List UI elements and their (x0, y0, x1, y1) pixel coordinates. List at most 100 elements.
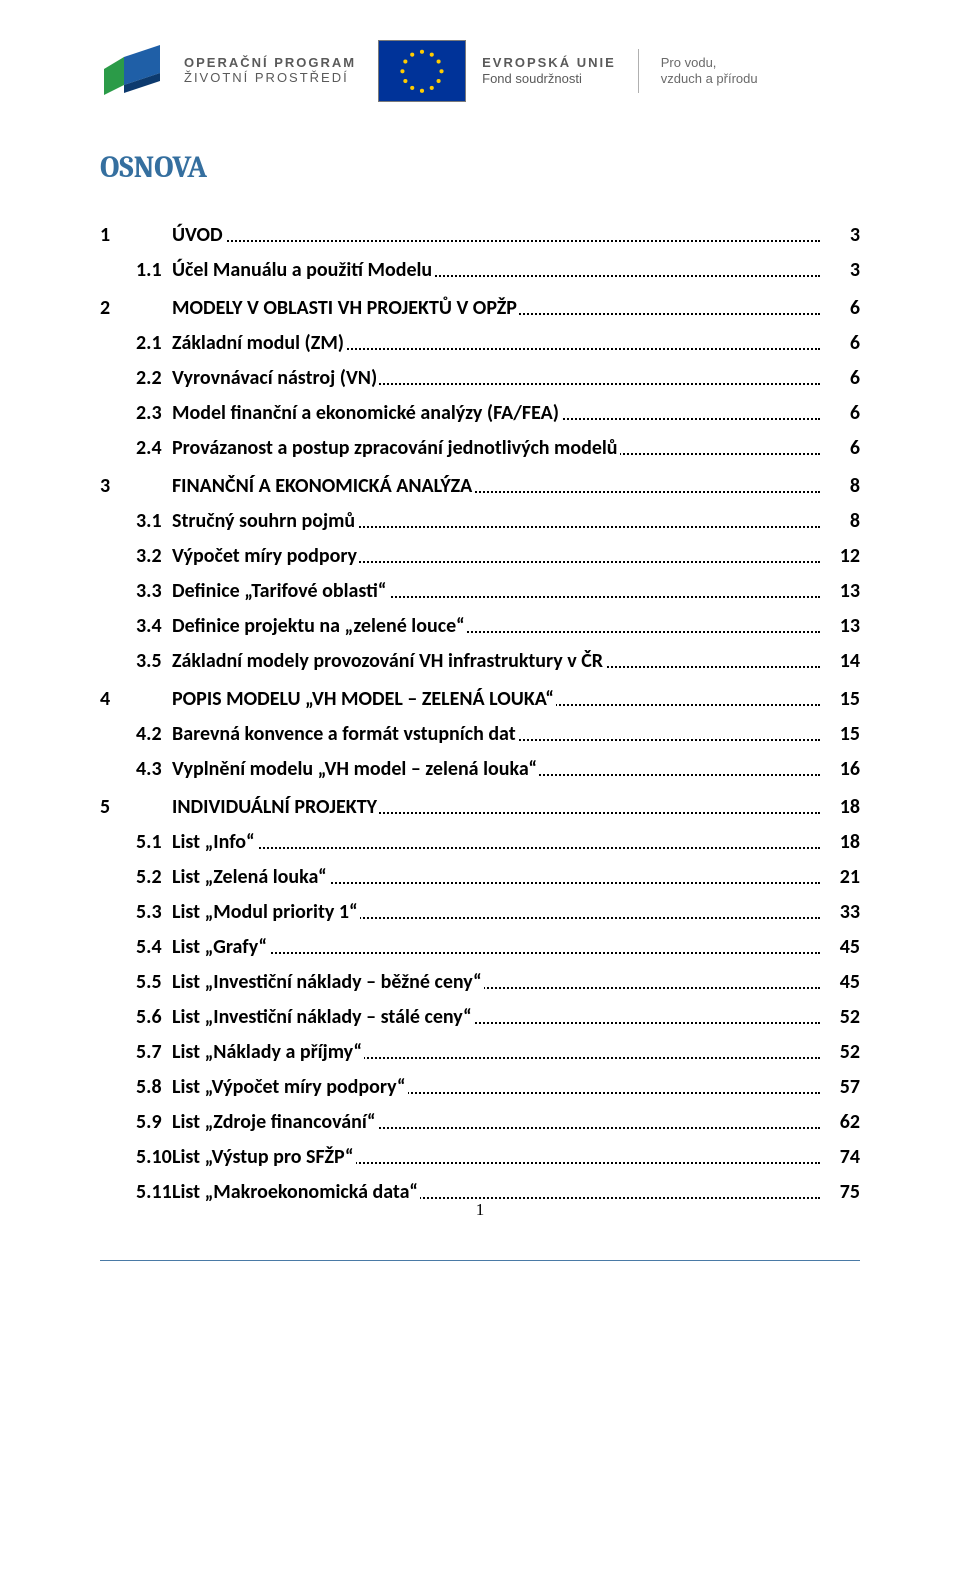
toc-label: List „Výstup pro SFŽP“ (172, 1134, 820, 1169)
toc-page: 52 (820, 994, 860, 1029)
table-of-contents: 1ÚVOD31.1Účel Manuálu a použití Modelu32… (100, 209, 860, 1204)
toc-number: 4 (100, 673, 172, 711)
toc-label: POPIS MODELU „VH MODEL – ZELENÁ LOUKA“ (172, 673, 820, 711)
toc-number: 4.3 (100, 746, 172, 781)
toc-page: 52 (820, 1029, 860, 1064)
toc-entry-level2: 3.3Definice „Tarifové oblasti“13 (100, 568, 860, 603)
toc-label: List „Náklady a příjmy“ (172, 1029, 820, 1064)
toc-number: 5.1 (100, 819, 172, 854)
toc-number: 5.5 (100, 959, 172, 994)
toc-number: 5 (100, 781, 172, 819)
toc-entry-level1: 4POPIS MODELU „VH MODEL – ZELENÁ LOUKA“1… (100, 673, 860, 711)
toc-page: 13 (820, 603, 860, 638)
toc-number: 3.4 (100, 603, 172, 638)
toc-page: 15 (820, 711, 860, 746)
toc-label: Základní modul (ZM) (172, 320, 820, 355)
toc-label: Vyplnění modelu „VH model – zelená louka… (172, 746, 820, 781)
toc-page: 62 (820, 1099, 860, 1134)
toc-number: 2.3 (100, 390, 172, 425)
toc-label: List „Výpočet míry podpory“ (172, 1064, 820, 1099)
toc-label: List „Grafy“ (172, 924, 820, 959)
toc-number: 5.7 (100, 1029, 172, 1064)
toc-entry-level2: 2.1Základní modul (ZM)6 (100, 320, 860, 355)
toc-label: Výpočet míry podpory (172, 533, 820, 568)
toc-page: 6 (820, 425, 860, 460)
toc-entry-level2: 5.6List „Investiční náklady – stálé ceny… (100, 994, 860, 1029)
toc-page: 16 (820, 746, 860, 781)
toc-number: 1.1 (100, 247, 172, 282)
toc-entry-level2: 5.7List „Náklady a příjmy“52 (100, 1029, 860, 1064)
toc-entry-level2: 5.5List „Investiční náklady – běžné ceny… (100, 959, 860, 994)
toc-number: 2.1 (100, 320, 172, 355)
toc-entry-level2: 3.4Definice projektu na „zelené louce“13 (100, 603, 860, 638)
toc-label: Vyrovnávací nástroj (VN) (172, 355, 820, 390)
toc-label: INDIVIDUÁLNÍ PROJEKTY (172, 781, 820, 819)
toc-entry-level2: 5.9List „Zdroje financování“62 (100, 1099, 860, 1134)
toc-page: 3 (820, 209, 860, 247)
toc-entry-level1: 2MODELY V OBLASTI VH PROJEKTŮ V OPŽP6 (100, 282, 860, 320)
toc-page: 57 (820, 1064, 860, 1099)
vertical-divider (638, 49, 639, 93)
eu-line1: EVROPSKÁ UNIE (482, 55, 616, 71)
toc-number: 4.2 (100, 711, 172, 746)
toc-entry-level2: 3.1Stručný souhrn pojmů8 (100, 498, 860, 533)
toc-entry-level2: 4.2Barevná konvence a formát vstupních d… (100, 711, 860, 746)
toc-number: 3.2 (100, 533, 172, 568)
toc-page: 6 (820, 390, 860, 425)
toc-page: 6 (820, 320, 860, 355)
toc-page: 18 (820, 781, 860, 819)
toc-label: FINANČNÍ A EKONOMICKÁ ANALÝZA (172, 460, 820, 498)
toc-page: 8 (820, 460, 860, 498)
op-line1: OPERAČNÍ PROGRAM (184, 56, 356, 71)
toc-number: 5.3 (100, 889, 172, 924)
toc-label: ÚVOD (172, 209, 820, 247)
toc-number: 5.8 (100, 1064, 172, 1099)
toc-label: Model finanční a ekonomické analýzy (FA/… (172, 390, 820, 425)
toc-page: 75 (820, 1169, 860, 1204)
toc-number: 3.5 (100, 638, 172, 673)
toc-label: List „Investiční náklady – stálé ceny“ (172, 994, 820, 1029)
toc-label: Definice projektu na „zelené louce“ (172, 603, 820, 638)
toc-label: Definice „Tarifové oblasti“ (172, 568, 820, 603)
toc-label: Účel Manuálu a použití Modelu (172, 247, 820, 282)
header-logo-strip: OPERAČNÍ PROGRAM ŽIVOTNÍ PROSTŘEDÍ (100, 40, 860, 102)
toc-label: Stručný souhrn pojmů (172, 498, 820, 533)
toc-number: 5.9 (100, 1099, 172, 1134)
eu-text: EVROPSKÁ UNIE Fond soudržnosti (482, 55, 616, 88)
toc-page: 6 (820, 282, 860, 320)
toc-page: 33 (820, 889, 860, 924)
toc-entry-level2: 2.4Provázanost a postup zpracování jedno… (100, 425, 860, 460)
toc-entry-level2: 5.11List „Makroekonomická data“75 (100, 1169, 860, 1204)
toc-entry-level2: 5.2List „Zelená louka“21 (100, 854, 860, 889)
toc-page: 18 (820, 819, 860, 854)
toc-page: 15 (820, 673, 860, 711)
op-mark-icon (100, 41, 174, 101)
toc-number: 5.11 (100, 1169, 172, 1204)
toc-number: 1 (100, 209, 172, 247)
toc-number: 3.1 (100, 498, 172, 533)
toc-page: 45 (820, 924, 860, 959)
toc-label: Provázanost a postup zpracování jednotli… (172, 425, 820, 460)
toc-entry-level1: 3FINANČNÍ A EKONOMICKÁ ANALÝZA8 (100, 460, 860, 498)
toc-page: 13 (820, 568, 860, 603)
eu-flag-icon (378, 40, 466, 102)
toc-page: 74 (820, 1134, 860, 1169)
toc-entry-level2: 5.1List „Info“18 (100, 819, 860, 854)
toc-entry-level2: 2.2Vyrovnávací nástroj (VN)6 (100, 355, 860, 390)
toc-entry-level1: 5INDIVIDUÁLNÍ PROJEKTY18 (100, 781, 860, 819)
eu-line2: Fond soudržnosti (482, 71, 616, 87)
toc-entry-level1: 1ÚVOD3 (100, 209, 860, 247)
op-line2: ŽIVOTNÍ PROSTŘEDÍ (184, 71, 356, 86)
motto-line1: Pro vodu, (661, 55, 758, 71)
toc-entry-level2: 5.8List „Výpočet míry podpory“57 (100, 1064, 860, 1099)
toc-entry-level2: 5.10List „Výstup pro SFŽP“74 (100, 1134, 860, 1169)
toc-label: List „Makroekonomická data“ (172, 1169, 820, 1204)
motto-text: Pro vodu, vzduch a přírodu (661, 55, 758, 88)
toc-number: 2.4 (100, 425, 172, 460)
toc-number: 2 (100, 282, 172, 320)
toc-entry-level2: 1.1Účel Manuálu a použití Modelu3 (100, 247, 860, 282)
toc-number: 5.10 (100, 1134, 172, 1169)
toc-label: List „Investiční náklady – běžné ceny“ (172, 959, 820, 994)
motto-line2: vzduch a přírodu (661, 71, 758, 87)
toc-page: 8 (820, 498, 860, 533)
